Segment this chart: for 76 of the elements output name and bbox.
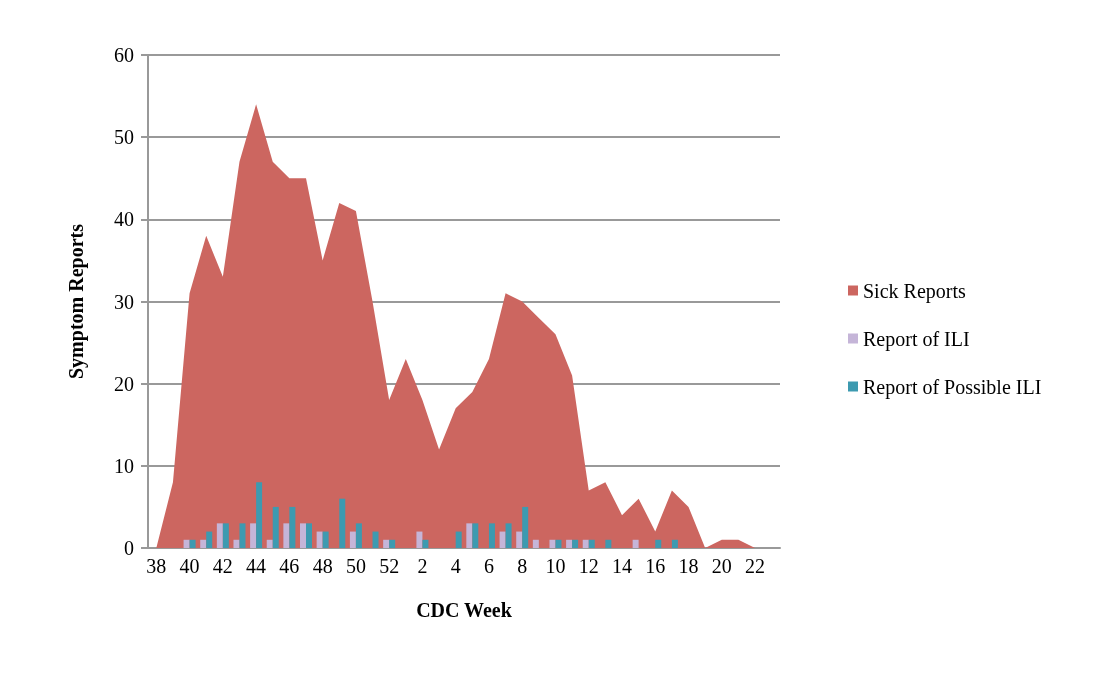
x-tick-label: 38 (146, 555, 167, 577)
legend-label: Sick Reports (863, 279, 966, 303)
y-tick-label: 30 (114, 290, 134, 313)
bar (582, 539, 589, 548)
bar (272, 506, 279, 548)
x-tick-label: 50 (345, 555, 366, 577)
bar (339, 498, 346, 548)
bar (322, 531, 329, 548)
bar (466, 523, 473, 548)
x-tick-label: 20 (711, 555, 732, 577)
x-axis-title: CDC Week (416, 599, 513, 621)
bar (472, 523, 479, 548)
bar (256, 482, 263, 548)
bar (516, 531, 523, 548)
x-tick-label: 2 (417, 555, 428, 577)
bar (216, 523, 223, 548)
bar (206, 531, 213, 548)
bar (572, 539, 579, 548)
bar (671, 539, 678, 548)
bar (383, 539, 390, 548)
bar (555, 539, 562, 548)
y-tick-label: 40 (114, 208, 134, 231)
x-tick-label: 40 (179, 555, 200, 577)
bar (389, 539, 396, 548)
x-tick-label: 14 (612, 555, 632, 577)
bar (488, 523, 495, 548)
bar (300, 523, 306, 548)
bar (233, 539, 240, 548)
bar (655, 539, 662, 548)
bar (532, 539, 539, 548)
x-tick-label: 4 (450, 555, 461, 577)
bar (632, 539, 639, 548)
bar (283, 523, 290, 548)
y-tick-label: 20 (114, 372, 134, 395)
bar (306, 523, 312, 548)
x-tick-label: 42 (212, 555, 233, 577)
y-axis-title: Symptom Reports (65, 223, 88, 379)
bar (200, 539, 207, 548)
x-tick-label: 10 (545, 555, 566, 577)
bar (416, 531, 423, 548)
x-tick-label: 12 (578, 555, 599, 577)
bar (222, 523, 229, 548)
bar (605, 539, 612, 548)
bar (183, 539, 190, 548)
legend-label: Report of Possible ILI (863, 375, 1042, 399)
legend-label: Report of ILI (863, 327, 970, 351)
x-tick-label: 18 (678, 555, 699, 577)
bar (289, 506, 296, 548)
x-tick-label: 46 (279, 555, 300, 577)
bar (266, 539, 273, 548)
bar (505, 523, 512, 548)
y-tick-label: 0 (124, 537, 134, 559)
bar (422, 539, 429, 548)
y-tick-label: 50 (114, 126, 134, 149)
bar (588, 539, 595, 548)
x-tick-label: 44 (246, 555, 267, 577)
bar (549, 539, 556, 548)
bar (250, 523, 257, 548)
x-tick-label: 16 (645, 555, 666, 577)
x-tick-label: 48 (312, 555, 333, 577)
bar (499, 531, 506, 548)
y-tick-label: 60 (114, 44, 134, 66)
bar (566, 539, 573, 548)
x-tick-label: 8 (517, 555, 528, 577)
y-tick-label: 10 (114, 454, 134, 477)
bar (372, 531, 379, 548)
x-tick-label: 6 (483, 555, 494, 577)
x-tick-label: 52 (379, 555, 400, 577)
bar (239, 523, 246, 548)
bar (522, 506, 529, 548)
bar (455, 531, 462, 548)
x-tick-label: 22 (745, 555, 766, 577)
bar (189, 539, 196, 548)
bar (316, 531, 323, 548)
bar (349, 531, 356, 548)
bar (355, 523, 362, 548)
